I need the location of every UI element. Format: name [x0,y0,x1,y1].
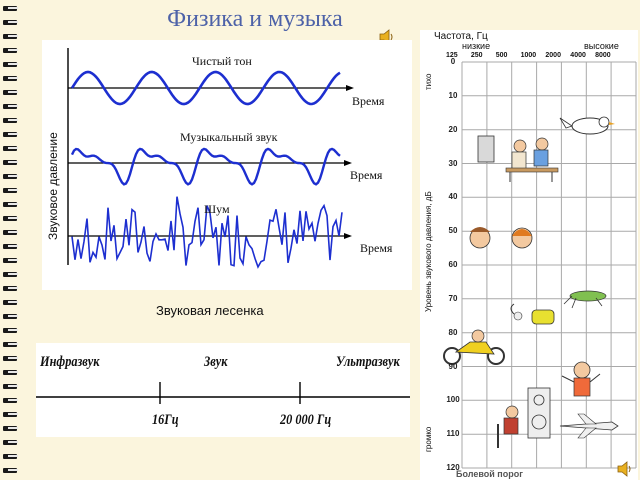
shouting-man-icon [561,361,601,397]
frequency-tick: 250 [470,52,483,59]
office-workers-icon [477,135,559,182]
low-bound-label: 16Гц [152,412,179,428]
pure-tone-label: Чистый тон [192,54,252,68]
noise-axis-label: Время [360,241,393,255]
db-tick: 120 [446,463,460,472]
frequency-title: Частота, Гц [434,31,488,42]
noise-wave [71,196,343,269]
db-tick: 90 [448,361,458,371]
db-tick: 50 [448,226,458,236]
quiet-label: тихо [424,73,433,91]
sound-label: Звук [204,354,228,370]
slide-title: Физика и музыка [167,6,343,32]
infrasound-label: Инфразвук [40,354,100,370]
db-tick: 60 [448,260,458,269]
musical-sound-label: Музыкальный звук [180,130,278,144]
bottom-speaker-icon[interactable] [616,460,634,478]
db-tick: 100 [446,395,460,405]
db-tick: 10 [448,90,458,100]
db-tick: 70 [448,293,458,303]
db-tick: 110 [446,429,460,439]
high-frequency-label: высокие [584,41,619,51]
frequency-tick: 2000 [545,52,561,59]
frequency-tick: 500 [495,52,508,59]
frequency-tick: 4000 [570,52,586,59]
high-bound-label: 20 000 Гц [280,412,332,428]
sound-ladder-title: Звуковая лесенка [156,303,264,318]
pure-tone-wave [70,70,341,106]
pain-threshold-label: Болевой порог [456,469,523,479]
musical-sound-wave [70,147,341,186]
db-tick: 80 [448,327,458,337]
airplane-icon [559,413,619,439]
noise-label: Шум [204,202,230,216]
frequency-tick: 1000 [520,52,537,59]
drilling-worker-icon [497,405,519,448]
grasshopper-icon [563,290,607,309]
musical-sound-axis-label: Время [350,168,383,182]
pure-tone-axis-label: Время [352,94,385,108]
frequency-tick: 125 [446,52,458,59]
frequency-range-panel [36,343,410,437]
db-tick: 0 [450,57,456,66]
loudspeaker-stack-icon [527,387,551,439]
db-tick: 30 [448,158,458,168]
db-axis-title: Уровень звукового давления, дБ [424,191,433,312]
db-tick: 40 [448,192,458,202]
ultrasound-label: Ультразвук [336,354,400,370]
frequency-tick: 8000 [595,52,611,59]
low-frequency-label: низкие [462,41,491,51]
spiral-binding [0,0,28,480]
talking-heads-icon [469,227,533,249]
vacuum-cleaner-icon [510,303,555,325]
db-tick: 20 [448,124,458,134]
bird-icon [559,116,615,135]
loud-label: громко [424,426,433,452]
motorcycle-icon [443,329,505,365]
